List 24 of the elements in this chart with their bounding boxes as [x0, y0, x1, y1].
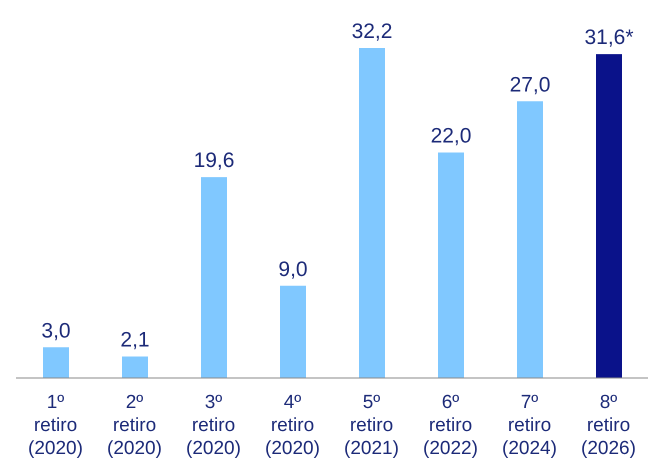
- data-label: 32,2: [352, 20, 392, 43]
- data-label: 22,0: [430, 124, 472, 148]
- bar: [122, 356, 148, 378]
- x-tick-label: 8º retiro (2026): [581, 392, 636, 459]
- x-tick-label: 6º retiro (2022): [423, 392, 478, 459]
- bar: [280, 286, 306, 378]
- data-label: 2,1: [120, 328, 150, 352]
- data-label: 27,0: [510, 73, 550, 96]
- data-label: 19,6: [194, 149, 234, 172]
- x-tick-label: 2º retiro (2020): [107, 392, 162, 459]
- bar: [43, 347, 69, 378]
- data-label: 3,0: [41, 319, 71, 342]
- x-tick-label: 1º retiro (2020): [28, 392, 83, 459]
- x-tick-label: 4º retiro (2020): [265, 392, 320, 459]
- bar: [517, 101, 543, 378]
- x-tick-label: 5º retiro (2021): [344, 392, 399, 459]
- x-tick-label: 3º retiro (2020): [186, 392, 241, 459]
- bar: [359, 48, 385, 378]
- bar: [438, 152, 464, 378]
- bar: [596, 54, 622, 378]
- bar: [201, 177, 227, 378]
- data-label: 9,0: [278, 258, 308, 281]
- x-tick-label: 7º retiro (2024): [502, 392, 557, 459]
- data-label: 31,6*: [584, 26, 634, 50]
